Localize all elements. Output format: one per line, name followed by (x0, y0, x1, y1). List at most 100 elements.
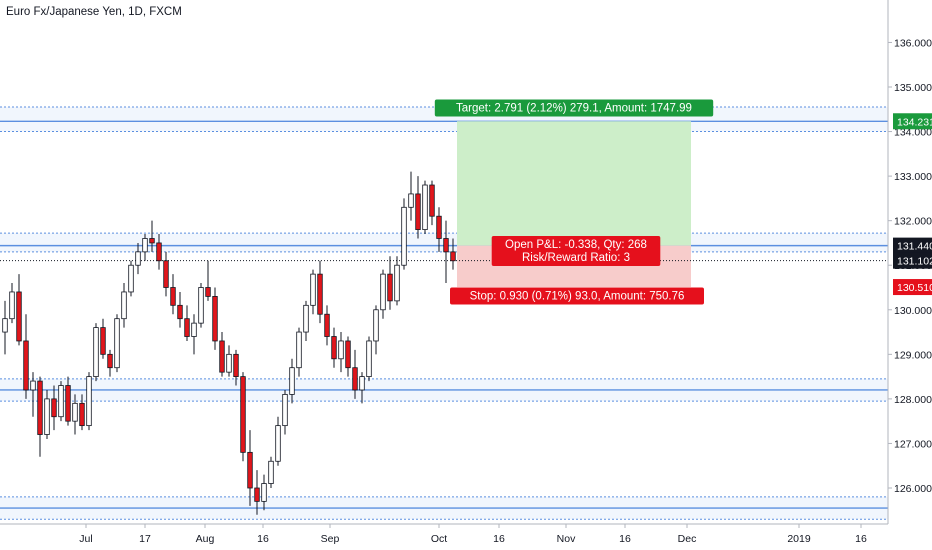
candle (254, 470, 260, 515)
candle-body-down (149, 238, 155, 244)
candle-body-down (170, 287, 176, 306)
candle-body-down (177, 304, 183, 320)
candle-body-up (30, 380, 36, 391)
candle-body-down (79, 402, 85, 427)
candle (212, 287, 218, 350)
candle (16, 274, 22, 346)
stop-price-tag-text: 130.510 (897, 282, 932, 294)
candle (198, 283, 204, 328)
candle (331, 327, 337, 368)
candle (359, 372, 365, 404)
entry-price-tag-bg (893, 237, 932, 254)
time-tick-label: Aug (196, 533, 215, 545)
time-tick-label: 16 (619, 533, 631, 545)
candle (219, 332, 225, 377)
candle (352, 349, 358, 399)
candle (387, 256, 393, 310)
candle-body-up (121, 291, 127, 320)
candle-body-up (408, 193, 414, 208)
candle (289, 358, 295, 404)
candle-body-down (443, 238, 449, 253)
candle (23, 314, 29, 399)
candle-body-up (422, 184, 428, 230)
price-tick-label: 132.000 (894, 216, 932, 228)
price-tick-label: 129.000 (894, 349, 932, 361)
candle (93, 323, 99, 382)
stop-price-tag: 130.510 (893, 279, 932, 296)
candle (37, 376, 43, 457)
candle-body-up (296, 331, 302, 369)
pnl-label-text: Open P&L: -0.338, Qty: 268 (505, 239, 647, 251)
candle (128, 260, 134, 297)
candle-body-up (275, 425, 281, 462)
time-axis-bg (0, 524, 932, 550)
candle-body-up (366, 340, 372, 378)
candle-body-down (100, 327, 106, 355)
candle (443, 220, 449, 284)
time-tick-label: Sep (321, 533, 340, 545)
candle-body-down (184, 318, 190, 337)
candle-body-down (254, 487, 260, 502)
candle (268, 456, 274, 488)
candle (408, 171, 414, 221)
candle (114, 314, 120, 373)
time-tick-label: Oct (431, 533, 447, 545)
candle-body-down (317, 273, 323, 315)
entry-price-tag-text: 131.440 (897, 241, 932, 253)
candle-body-up (401, 206, 407, 266)
candle-body-down (233, 353, 239, 378)
candle-body-down (324, 313, 330, 337)
price-tick-label: 135.000 (894, 82, 932, 94)
price-axis-bg (888, 0, 932, 550)
candle-body-up (142, 238, 148, 253)
candle-body-down (163, 260, 169, 288)
candle-body-down (219, 340, 225, 373)
time-tick-label: 16 (493, 533, 505, 545)
candle (177, 291, 183, 328)
price-tick-label: 133.000 (894, 171, 932, 183)
candle (79, 394, 85, 431)
candle (310, 269, 316, 315)
candle-body-down (65, 385, 71, 422)
candle (296, 327, 302, 377)
candle-body-down (331, 336, 337, 360)
target-price-tag-text: 134.231 (897, 116, 932, 128)
candle (422, 180, 428, 235)
candle-body-up (128, 264, 134, 293)
candle-body-down (436, 215, 442, 239)
stop-label-bg (450, 287, 704, 305)
candle-body-up (198, 287, 204, 324)
candle (226, 345, 232, 377)
candle (366, 336, 372, 382)
candle (275, 416, 281, 466)
candle (282, 389, 288, 435)
stop-label-text: Stop: 0.930 (0.71%) 93.0, Amount: 750.76 (470, 291, 685, 303)
price-tick-label: 136.000 (894, 37, 932, 49)
candle-body-up (359, 376, 365, 391)
candle (240, 372, 246, 462)
target-price-tag: 134.231 (893, 113, 932, 130)
candle-body-up (226, 353, 232, 373)
candle-body-down (23, 340, 29, 391)
candle (184, 305, 190, 341)
pnl-label-bg (491, 236, 661, 266)
candle-body-up (93, 327, 99, 378)
candle (121, 283, 127, 328)
candle (233, 349, 239, 386)
candle (450, 238, 456, 270)
candle-body-up (282, 394, 288, 427)
candle (9, 283, 15, 324)
candle (373, 305, 379, 355)
candle-body-down (107, 353, 113, 369)
candle (429, 180, 435, 226)
stop-price-tag-bg (893, 279, 932, 296)
candle-body-down (16, 291, 22, 342)
candle-body-down (387, 273, 393, 302)
candle-body-up (394, 264, 400, 302)
candle-body-down (247, 451, 253, 489)
candle-body-down (415, 193, 421, 230)
candle (345, 336, 351, 377)
target-label-text: Target: 2.791 (2.12%) 279.1, Amount: 174… (456, 103, 692, 115)
